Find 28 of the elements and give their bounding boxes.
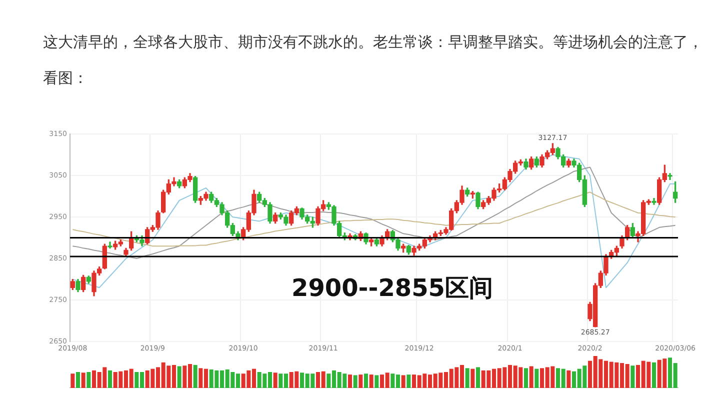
bar bbox=[353, 375, 358, 388]
chart-title: 这大清早的，全球各大股市、期市没有不跳水的。老生常谈：早调整早踏实。等进场机会的注意了，看图： bbox=[43, 33, 703, 87]
bar bbox=[524, 368, 528, 388]
bar bbox=[465, 368, 470, 388]
bar bbox=[529, 366, 534, 388]
bar bbox=[470, 368, 475, 388]
bar bbox=[76, 372, 80, 388]
bar bbox=[406, 374, 411, 388]
bar bbox=[273, 372, 278, 388]
bar bbox=[193, 364, 198, 388]
bar bbox=[534, 368, 539, 388]
bar bbox=[566, 370, 571, 388]
bar bbox=[177, 366, 182, 388]
annotation: 2900--2855区间 bbox=[291, 274, 493, 302]
candlestick bbox=[668, 173, 672, 180]
bar bbox=[401, 375, 406, 388]
bar bbox=[81, 372, 86, 388]
bar bbox=[652, 362, 656, 388]
bar bbox=[364, 374, 368, 388]
bar bbox=[630, 366, 635, 388]
bar bbox=[369, 374, 374, 388]
bar bbox=[108, 370, 112, 388]
bar bbox=[348, 374, 352, 388]
bar bbox=[70, 374, 75, 388]
bar bbox=[86, 372, 91, 388]
bar bbox=[358, 374, 363, 388]
bar bbox=[374, 375, 379, 388]
bar bbox=[476, 367, 480, 388]
